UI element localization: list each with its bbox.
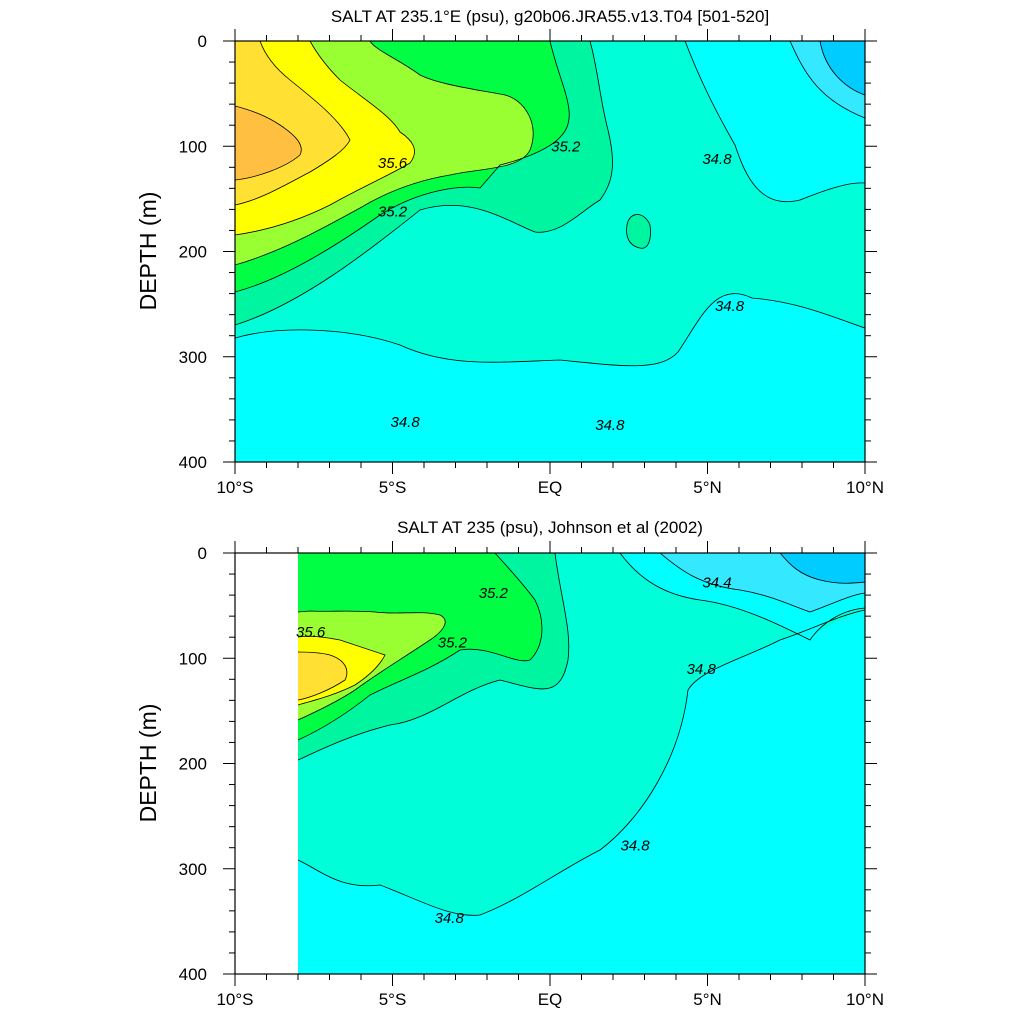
contour-label: 34.8 xyxy=(687,661,717,678)
contour-label: 35.6 xyxy=(296,624,326,641)
x-tick-label: 5°N xyxy=(693,478,722,497)
fill-360 xyxy=(298,652,347,700)
panel-bottom-contour-fill xyxy=(298,553,865,974)
x-tick-label: 10°S xyxy=(216,990,253,1009)
panel-top-contour-labels: 35.6 35.2 35.2 34.8 34.8 34.8 34.8 xyxy=(378,138,745,434)
x-tick-label: 5°N xyxy=(693,990,722,1009)
panel-bottom-title: SALT AT 235 (psu), Johnson et al (2002) xyxy=(397,518,703,537)
contour-label: 35.6 xyxy=(378,155,408,172)
x-tick-label: 10°N xyxy=(846,478,884,497)
panel-bottom-contour-lines xyxy=(298,553,865,916)
fill-344 xyxy=(820,41,865,95)
panel-top-contour-lines xyxy=(235,41,865,367)
contour-label: 34.8 xyxy=(702,151,732,168)
contour-label: 35.2 xyxy=(479,585,509,602)
y-tick-label: 100 xyxy=(179,649,207,668)
contour-label: 34.8 xyxy=(715,298,745,315)
x-tick-label: EQ xyxy=(538,478,563,497)
contour-label: 34.8 xyxy=(620,838,650,855)
contour-label: 35.2 xyxy=(551,138,581,155)
y-tick-label: 0 xyxy=(198,544,207,563)
y-tick-label: 100 xyxy=(179,137,207,156)
contour-label: 34.8 xyxy=(595,417,625,434)
panel-top-axes: 10°S 5°S EQ 5°N 10°N 0 100 200 300 400 xyxy=(179,29,884,497)
y-tick-label: 300 xyxy=(179,860,207,879)
y-tick-label: 200 xyxy=(179,243,207,262)
x-tick-label: 5°S xyxy=(379,478,407,497)
contour-label: 35.2 xyxy=(438,634,468,651)
y-tick-label: 0 xyxy=(198,32,207,51)
panel-bottom-axes: 10°S 5°S EQ 5°N 10°N 0 100 200 300 400 xyxy=(179,541,884,1009)
x-tick-label: 10°N xyxy=(846,990,884,1009)
contour-label: 34.8 xyxy=(390,414,420,431)
contour-label: 34.8 xyxy=(435,910,465,927)
contour-label: 35.2 xyxy=(378,204,408,221)
panel-bottom: SALT AT 235 (psu), Johnson et al (2002) xyxy=(135,518,884,1009)
fill-362 xyxy=(235,106,302,180)
y-tick-label: 200 xyxy=(179,755,207,774)
fill-352-patch xyxy=(626,214,651,249)
y-tick-label: 400 xyxy=(179,453,207,472)
panel-bottom-ylabel: DEPTH (m) xyxy=(135,704,161,823)
x-tick-label: 10°S xyxy=(216,478,253,497)
x-tick-label: EQ xyxy=(538,990,563,1009)
fill-344 xyxy=(780,553,865,584)
panel-top-ylabel: DEPTH (m) xyxy=(135,192,161,311)
panel-bottom-contour-labels: 35.2 35.6 35.2 34.4 34.8 34.8 34.8 xyxy=(296,574,732,927)
panel-top-title: SALT AT 235.1°E (psu), g20b06.JRA55.v13.… xyxy=(331,7,769,26)
contour-label: 34.4 xyxy=(702,574,731,591)
panel-top: SALT AT 235.1°E (psu), g20b06.JRA55.v13.… xyxy=(135,7,884,497)
x-tick-label: 5°S xyxy=(379,990,407,1009)
y-tick-label: 300 xyxy=(179,348,207,367)
y-tick-label: 400 xyxy=(179,965,207,984)
panel-top-contour-fill xyxy=(235,41,865,462)
